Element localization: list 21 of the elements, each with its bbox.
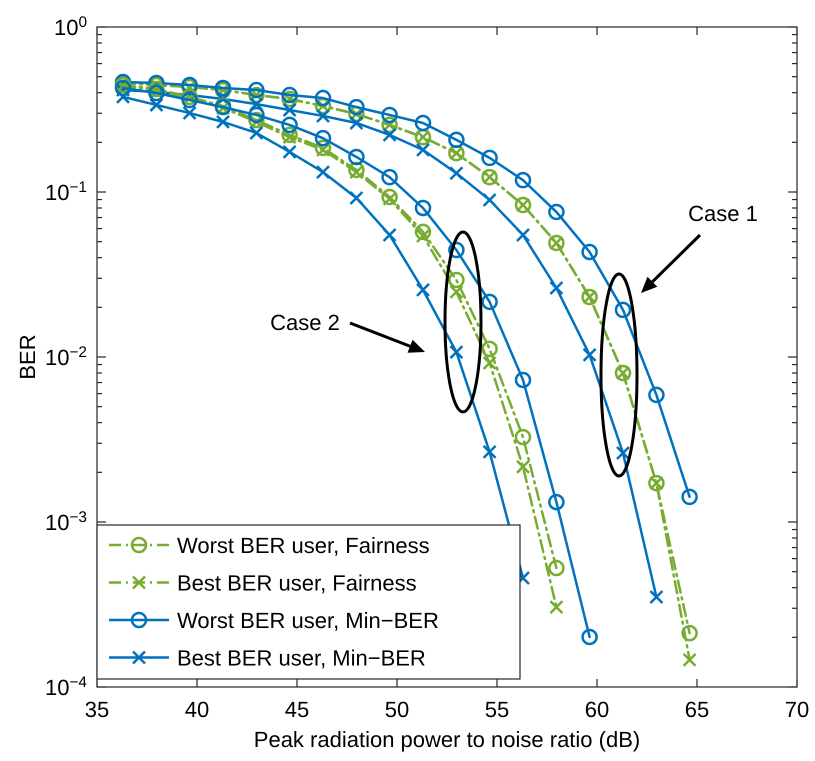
y-tick-label: 10$^{−3}$: [44, 508, 87, 535]
x-tick-label: 35: [84, 697, 110, 722]
legend-label: Worst BER user, Min−BER: [177, 608, 439, 633]
x-tick-label: 60: [584, 697, 610, 722]
annotation: Case 1: [688, 201, 758, 226]
x-tick-label: 65: [684, 697, 710, 722]
y-tick-label: 10$^{−4}$: [44, 674, 88, 700]
y-tick-label: 10$^{−1}$: [44, 178, 87, 205]
legend-label: Best BER user, Min−BER: [177, 646, 426, 670]
x-tick-label: 45: [284, 697, 310, 722]
x-tick-label: 40: [184, 697, 210, 722]
x-axis-title: Peak radiation power to noise ratio (dB): [254, 727, 640, 752]
y-axis-title: BER: [15, 334, 40, 380]
legend-label: Worst BER user, Fairness: [177, 533, 430, 558]
annotation: Case 2: [270, 310, 340, 335]
legend-label: Best BER user, Fairness: [177, 570, 417, 596]
y-tick-label: 10$^{−2}$: [44, 344, 87, 370]
x-tick-label: 55: [484, 697, 510, 722]
x-tick-label: 50: [384, 697, 410, 722]
x-tick-label: 70: [784, 697, 810, 722]
y-tick-label: 10$^{0}$: [54, 14, 87, 40]
